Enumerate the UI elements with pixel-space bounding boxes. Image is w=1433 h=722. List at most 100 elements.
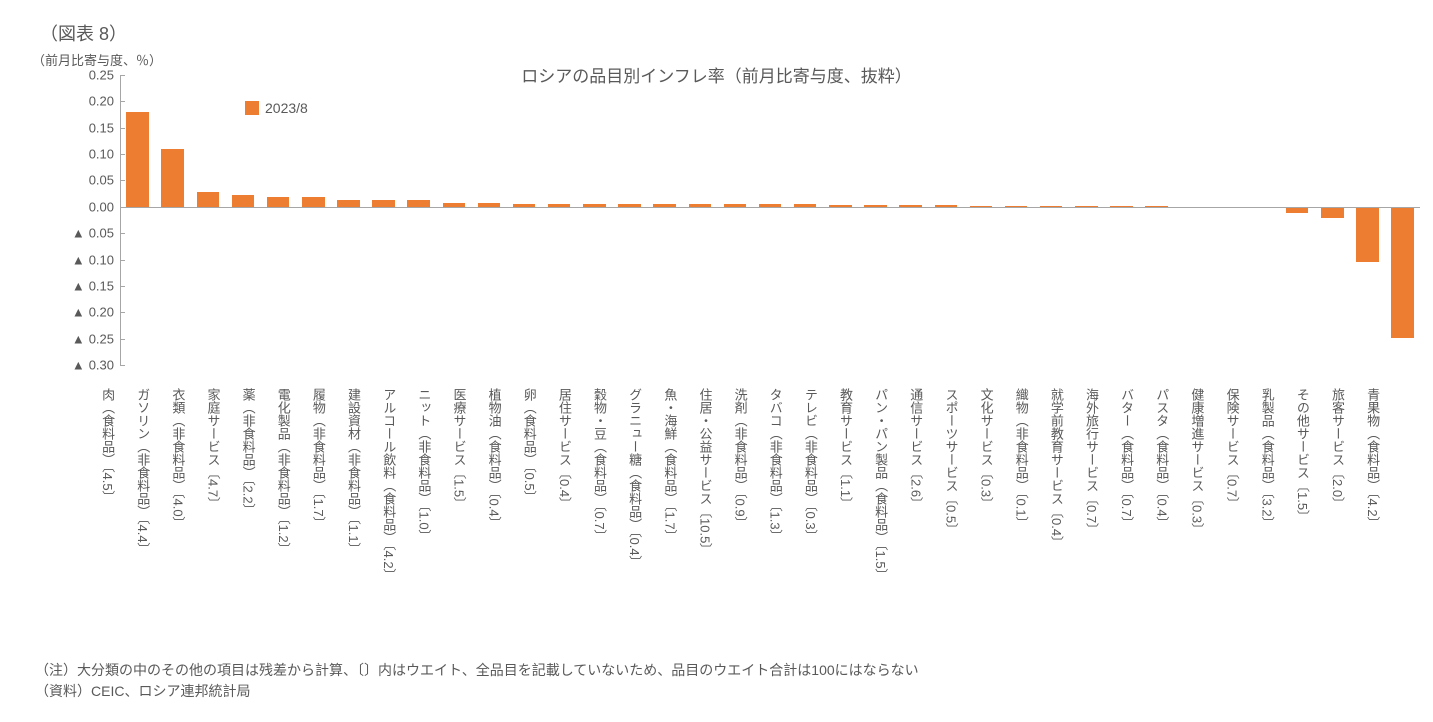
- y-tick-label: 0.10: [89, 252, 114, 267]
- y-tick-label: 0.25: [89, 68, 114, 83]
- x-label-slot: 海外旅行サービス〔0.7〕: [1074, 388, 1109, 668]
- bar-slot: [1209, 75, 1244, 365]
- x-axis-labels: 肉（食料品）〔4.5〕ガソリン（非食料品）〔4.4〕衣類（非食料品）〔4.0〕家…: [90, 388, 1390, 668]
- x-label-slot: 旅客サービス〔2.0〕: [1320, 388, 1355, 668]
- bar-slot: [1139, 75, 1174, 365]
- x-tick-label: 魚・海鮮（食料品）〔1.7〕: [660, 388, 679, 543]
- bar: [197, 192, 219, 207]
- x-label-slot: 穀物・豆（食料品）〔0.7〕: [582, 388, 617, 668]
- bar-slot: [682, 75, 717, 365]
- bar-slot: [577, 75, 612, 365]
- bar-slot: [788, 75, 823, 365]
- x-label-slot: その他サービス〔1.5〕: [1285, 388, 1320, 668]
- x-tick-label: ニット（非食料品）〔1.0〕: [414, 388, 433, 543]
- chart-area: 0.250.200.150.100.050.00▲0.05▲0.10▲0.15▲…: [100, 75, 1420, 365]
- x-label-slot: パン・パン製品（食料品）〔1.5〕: [863, 388, 898, 668]
- y-tick: ▲0.10: [72, 252, 120, 267]
- negative-marker-icon: ▲: [72, 305, 85, 320]
- y-tick: ▲ 0.20: [72, 305, 120, 320]
- x-label-slot: 植物油（食料品）〔0.4〕: [477, 388, 512, 668]
- x-tick-label: 電化製品（非食料品）〔1.2〕: [274, 388, 293, 556]
- x-label-slot: 電化製品（非食料品）〔1.2〕: [266, 388, 301, 668]
- figure-label: （図表 8）: [40, 20, 1403, 46]
- bar: [161, 149, 183, 207]
- bar-slot: [1315, 75, 1350, 365]
- x-tick-label: テレビ（非食料品）〔0.3〕: [801, 388, 820, 543]
- bar-slot: [190, 75, 225, 365]
- y-tick-label: 0.15: [89, 120, 114, 135]
- x-label-slot: 青果物（食料品）〔4.2〕: [1355, 388, 1390, 668]
- y-tick: 0.15: [89, 120, 120, 135]
- y-tick-label: 0.30: [89, 358, 114, 373]
- x-tick-label: バター（食料品）〔0.7〕: [1117, 388, 1136, 530]
- x-tick-label: その他サービス〔1.5〕: [1293, 388, 1312, 523]
- bar-slot: [401, 75, 436, 365]
- bars-container: [120, 75, 1420, 365]
- x-label-slot: アルコール飲料（食料品）〔4.2〕: [371, 388, 406, 668]
- bar-slot: [436, 75, 471, 365]
- x-label-slot: 卵（食料品）〔0.5〕: [512, 388, 547, 668]
- bar-slot: [1174, 75, 1209, 365]
- x-label-slot: スポーツサービス〔0.5〕: [933, 388, 968, 668]
- x-tick-label: アルコール飲料（食料品）〔4.2〕: [379, 388, 398, 582]
- x-label-slot: タバコ（非食料品）〔1.3〕: [758, 388, 793, 668]
- bar-slot: [1385, 75, 1420, 365]
- y-tick: ▲0.05: [72, 226, 120, 241]
- x-label-slot: 通信サービス〔2.6〕: [898, 388, 933, 668]
- x-tick-label: 植物油（食料品）〔0.4〕: [485, 388, 504, 530]
- y-tick: 0.00: [89, 199, 120, 214]
- x-label-slot: 医療サービス〔1.5〕: [441, 388, 476, 668]
- bar-slot: [1069, 75, 1104, 365]
- x-label-slot: 家庭サービス〔4.7〕: [195, 388, 230, 668]
- bar-slot: [999, 75, 1034, 365]
- y-tick: ▲ 0.30: [72, 358, 120, 373]
- bar-slot: [1350, 75, 1385, 365]
- x-tick-label: 青果物（食料品）〔4.2〕: [1363, 388, 1382, 530]
- x-tick-label: 履物（非食料品）〔1.7〕: [309, 388, 328, 530]
- bar-slot: [542, 75, 577, 365]
- x-label-slot: 居住サービス〔0.4〕: [547, 388, 582, 668]
- x-tick-label: 通信サービス〔2.6〕: [906, 388, 925, 510]
- negative-marker-icon: ▲: [72, 358, 85, 373]
- bar-slot: [717, 75, 752, 365]
- x-tick-label: グラニュー糖（食料品）〔0.4〕: [625, 388, 644, 569]
- bar-slot: [366, 75, 401, 365]
- x-label-slot: 乳製品（食料品）〔3.2〕: [1250, 388, 1285, 668]
- x-label-slot: 衣類（非食料品）〔4.0〕: [160, 388, 195, 668]
- x-label-slot: 教育サービス〔1.1〕: [828, 388, 863, 668]
- bar-slot: [753, 75, 788, 365]
- x-label-slot: 肉（食料品）〔4.5〕: [90, 388, 125, 668]
- x-tick-label: 居住サービス〔0.4〕: [555, 388, 574, 510]
- bar-slot: [155, 75, 190, 365]
- x-tick-label: スポーツサービス〔0.5〕: [941, 388, 960, 536]
- x-tick-label: 衣類（非食料品）〔4.0〕: [168, 388, 187, 530]
- x-tick-label: 医療サービス〔1.5〕: [449, 388, 468, 510]
- bar-slot: [963, 75, 998, 365]
- x-label-slot: パスタ（食料品）〔0.4〕: [1144, 388, 1179, 668]
- bar-slot: [261, 75, 296, 365]
- x-tick-label: パスタ（食料品）〔0.4〕: [1152, 388, 1171, 530]
- bar: [1321, 207, 1343, 219]
- x-tick-label: 建設資材（非食料品）〔1.1〕: [344, 388, 363, 556]
- negative-marker-icon: ▲: [72, 278, 85, 293]
- y-tick-label: 0.25: [89, 331, 114, 346]
- x-label-slot: ニット（非食料品）〔1.0〕: [406, 388, 441, 668]
- bar-slot: [823, 75, 858, 365]
- bar-slot: [1104, 75, 1139, 365]
- y-tick-label: 0.20: [89, 305, 114, 320]
- negative-marker-icon: ▲: [72, 331, 85, 346]
- x-tick-label: 肉（食料品）〔4.5〕: [98, 388, 117, 504]
- y-tick-label: 0.00: [89, 199, 114, 214]
- plot-region: 0.250.200.150.100.050.00▲0.05▲0.10▲0.15▲…: [120, 75, 1420, 365]
- x-label-slot: 住居・公益サービス〔10.5〕: [687, 388, 722, 668]
- x-label-slot: 洗剤（非食料品）〔0.9〕: [723, 388, 758, 668]
- x-tick-label: 穀物・豆（食料品）〔0.7〕: [590, 388, 609, 543]
- bar-slot: [1034, 75, 1069, 365]
- y-tick-label: 0.15: [89, 278, 114, 293]
- x-label-slot: 織物（非食料品）〔0.1〕: [1004, 388, 1039, 668]
- y-tick: 0.20: [89, 94, 120, 109]
- y-tick-label: 0.05: [89, 173, 114, 188]
- x-label-slot: 履物（非食料品）〔1.7〕: [301, 388, 336, 668]
- bar-slot: [1280, 75, 1315, 365]
- bar: [126, 112, 148, 207]
